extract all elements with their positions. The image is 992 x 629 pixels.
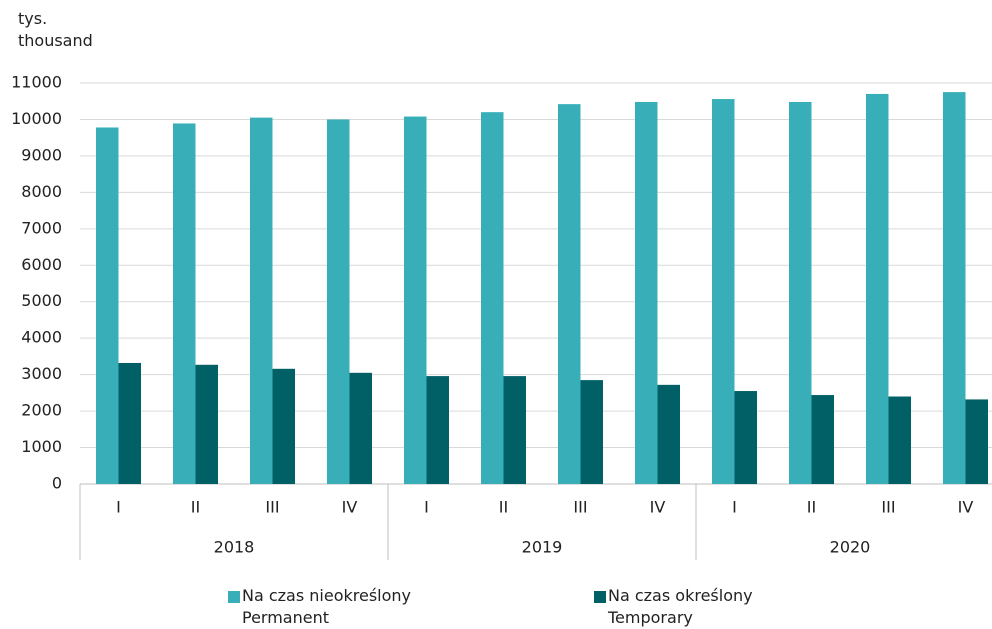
bar [349,372,372,484]
y-tick-label: 1000 [21,437,62,456]
y-tick-label: 4000 [21,328,62,347]
y-tick-label: 0 [52,474,62,493]
bar [712,99,735,484]
bar [96,127,119,484]
y-tick-label: 8000 [21,182,62,201]
y-tick-label: 10000 [11,109,62,128]
bar [558,104,581,484]
bar [118,362,141,484]
bar [272,368,295,484]
bar [811,395,834,484]
group-label: 2020 [830,538,871,557]
bar [250,117,273,484]
bar [426,376,449,484]
bar [195,364,218,484]
y-tick-label: 9000 [21,145,62,164]
y-tick-label: 2000 [21,401,62,420]
x-tick-label: II [191,498,200,517]
bar [503,376,526,484]
x-tick-label: II [499,498,508,517]
x-tick-label: III [881,498,895,517]
bar [635,101,658,484]
bar [965,399,988,484]
y-tick-label: 5000 [21,291,62,310]
bar [943,92,966,484]
x-tick-label: III [265,498,279,517]
bar [173,123,196,485]
legend-swatch [228,591,240,603]
legend-label: Na czas nieokreślony Permanent [242,586,412,627]
bar [734,391,757,484]
x-tick-label: IV [650,498,666,517]
bar [866,93,889,484]
y-tick-label: 3000 [21,364,62,383]
x-tick-label: I [424,498,429,517]
legend-swatch [594,591,606,603]
y-tick-label: 6000 [21,255,62,274]
x-tick-label: III [573,498,587,517]
bar [404,116,427,485]
bar [327,119,350,485]
x-tick-label: IV [958,498,974,517]
bar [481,112,504,484]
legend-label: Na czas określony Temporary [608,586,753,627]
y-tick-label: 11000 [11,73,62,92]
x-tick-label: I [732,498,737,517]
bar [657,384,680,484]
y-tick-label: 7000 [21,218,62,237]
x-tick-label: IV [342,498,358,517]
x-tick-label: II [807,498,816,517]
group-label: 2019 [522,538,563,557]
bar [789,101,812,484]
y-axis-label: tys. thousand [18,9,93,50]
group-label: 2018 [214,538,255,557]
bar [580,380,603,484]
x-tick-label: I [116,498,121,517]
bar [888,396,911,484]
